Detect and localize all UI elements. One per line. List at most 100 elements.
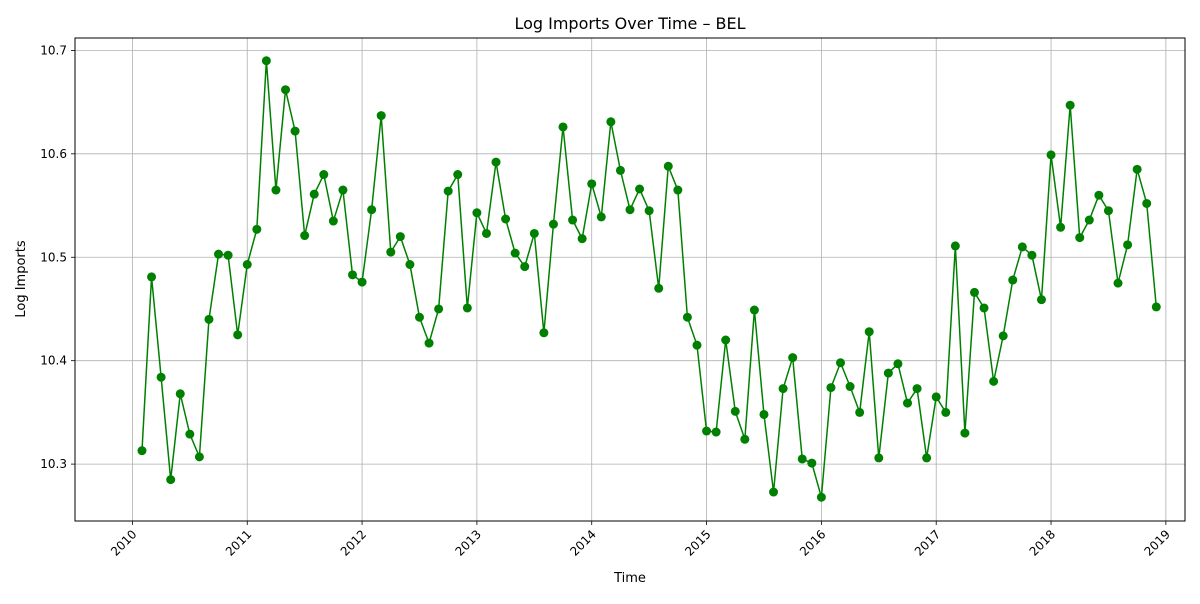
data-point	[300, 231, 310, 241]
data-point	[615, 165, 625, 175]
data-point	[644, 206, 654, 216]
data-point	[348, 270, 357, 280]
data-point	[1103, 206, 1113, 216]
data-point	[1142, 198, 1152, 208]
data-point	[520, 262, 530, 272]
data-point	[931, 392, 941, 402]
data-point	[807, 458, 817, 468]
data-point	[529, 228, 539, 238]
data-point	[252, 224, 262, 234]
data-point	[147, 272, 157, 282]
data-point	[386, 247, 396, 257]
data-point	[472, 208, 482, 218]
data-point	[692, 340, 702, 350]
data-point	[204, 314, 214, 324]
data-point	[606, 117, 616, 127]
data-point	[922, 453, 932, 463]
x-tick-label: 2018	[1027, 527, 1058, 558]
data-point	[414, 312, 424, 322]
data-point	[702, 426, 712, 436]
data-point	[759, 409, 769, 419]
data-point	[491, 157, 501, 167]
data-point	[960, 428, 970, 438]
data-point	[1027, 250, 1037, 260]
x-tick-label: 2013	[453, 527, 484, 558]
grid-lines	[75, 38, 1185, 521]
data-point	[1046, 150, 1056, 160]
data-point	[453, 170, 463, 180]
data-point	[625, 205, 635, 215]
data-point	[903, 398, 912, 408]
data-point	[261, 56, 271, 66]
data-point	[223, 250, 233, 260]
data-point	[893, 359, 903, 369]
data-point	[941, 407, 951, 417]
data-point	[424, 338, 434, 348]
data-point	[1017, 242, 1027, 252]
data-point	[730, 406, 740, 416]
data-point	[568, 215, 578, 225]
data-point	[443, 186, 453, 196]
x-axis: 2010 2011 2012 2013 2014 2015 2016 2017 2018 2019	[108, 521, 1173, 559]
data-point	[281, 85, 291, 95]
data-point	[1113, 278, 1123, 288]
data-point	[309, 189, 319, 199]
data-point	[749, 305, 759, 315]
data-point	[376, 111, 386, 121]
data-point	[864, 327, 874, 337]
x-axis-label: Time	[613, 571, 646, 586]
data-point	[405, 260, 415, 269]
data-point	[137, 446, 147, 456]
x-tick-label: 2016	[797, 527, 828, 558]
data-point	[1075, 233, 1085, 243]
data-point	[290, 126, 300, 136]
plot-frame	[74, 37, 1186, 522]
data-point	[395, 232, 405, 242]
y-tick-label: 10.4	[40, 354, 67, 368]
data-point	[836, 358, 846, 368]
data-point	[462, 303, 472, 313]
y-tick-label: 10.7	[40, 43, 67, 57]
data-point	[596, 212, 606, 222]
data-point	[587, 179, 597, 189]
data-point	[539, 328, 549, 338]
data-point	[367, 205, 377, 215]
data-point	[711, 427, 721, 437]
data-point	[998, 331, 1008, 341]
x-tick-label: 2015	[682, 527, 713, 558]
data-point	[548, 219, 558, 229]
y-axis-label: Log Imports	[14, 240, 29, 317]
data-point	[721, 335, 731, 345]
data-point	[682, 312, 692, 322]
data-point	[769, 487, 779, 497]
data-point	[242, 260, 252, 269]
data-point	[816, 492, 826, 502]
data-point	[194, 452, 204, 462]
data-point	[185, 429, 195, 439]
x-tick-label: 2017	[912, 527, 943, 558]
x-tick-label: 2011	[223, 527, 254, 558]
data-point	[558, 122, 568, 132]
data-point	[989, 376, 999, 386]
data-point	[778, 384, 788, 394]
data-point	[663, 161, 673, 171]
data-point	[969, 287, 979, 297]
data-point	[673, 185, 683, 195]
data-point	[740, 434, 750, 444]
data-point	[156, 372, 166, 382]
data-point	[979, 303, 989, 313]
data-point	[233, 330, 243, 340]
data-point	[271, 185, 281, 195]
y-axis: 10.3 10.4 10.5 10.6 10.7	[40, 43, 75, 471]
data-point	[845, 382, 855, 392]
x-tick-label: 2010	[108, 527, 139, 558]
data-point	[1036, 295, 1046, 305]
data-point	[319, 170, 329, 180]
data-point	[1084, 215, 1094, 225]
data-point	[481, 228, 491, 238]
data-point	[855, 407, 865, 417]
data-point	[1151, 302, 1161, 312]
data-point	[1132, 164, 1142, 174]
data-point	[577, 234, 587, 244]
